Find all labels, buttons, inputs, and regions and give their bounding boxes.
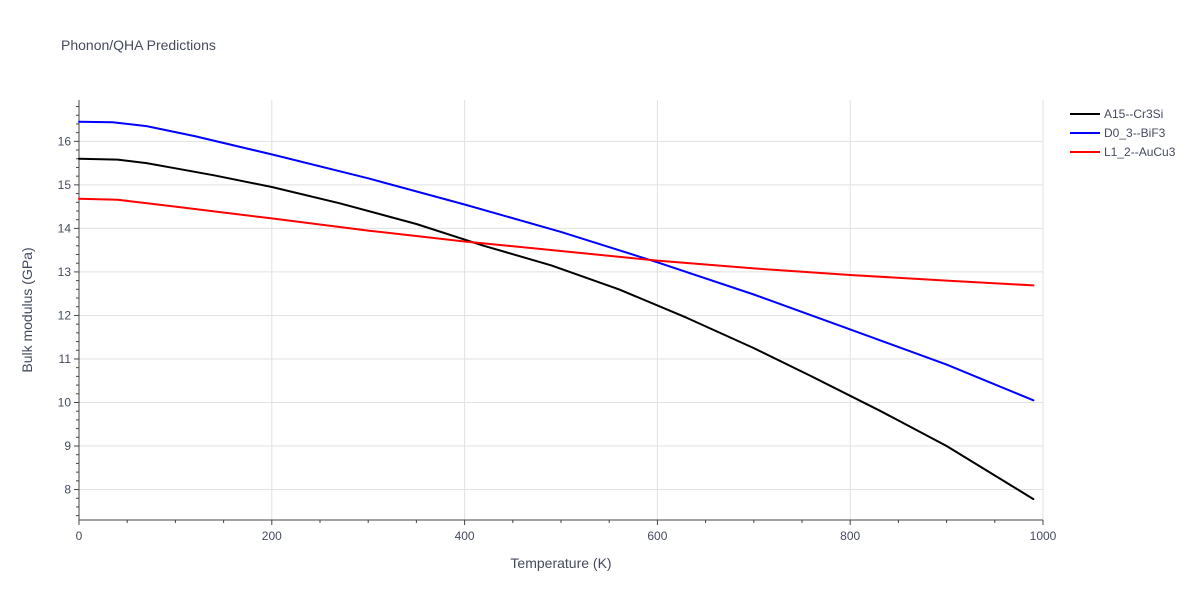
x-tick-label: 200 [262,529,282,543]
x-tick-label: 600 [647,529,667,543]
legend-item[interactable]: A15--Cr3Si [1070,107,1163,121]
y-tick-label: 10 [58,395,72,409]
x-tick-label: 1000 [1030,529,1057,543]
legend-item[interactable]: D0_3--BiF3 [1070,126,1166,140]
chart-title: Phonon/QHA Predictions [61,37,216,53]
y-tick-label: 11 [59,352,72,366]
y-axis-title: Bulk modulus (GPa) [19,247,35,372]
x-axis-title: Temperature (K) [510,555,611,571]
series-lines [78,120,1035,501]
legend-label: D0_3--BiF3 [1104,126,1166,140]
legend[interactable]: A15--Cr3Si D0_3--BiF3 L1_2--AuCu3 [1070,107,1176,159]
legend-item[interactable]: L1_2--AuCu3 [1070,145,1176,159]
legend-label: A15--Cr3Si [1104,107,1163,121]
y-tick-label: 16 [58,134,72,148]
y-tick-label: 15 [58,178,72,192]
y-tick-label: 12 [58,308,72,322]
axes: 0 200 400 600 800 1000 8 9 10 11 12 13 14 15 16 [58,100,1057,543]
y-tick-label: 8 [64,483,71,497]
x-tick-label: 0 [76,529,83,543]
grid [79,100,1044,520]
series-line-1 [78,120,1035,402]
series-line-0 [78,157,1035,501]
x-tick-label: 800 [840,529,860,543]
y-tick-label: 14 [58,221,72,235]
series-line-2 [78,197,1035,287]
y-tick-label: 13 [58,265,72,279]
legend-label: L1_2--AuCu3 [1104,145,1176,159]
y-tick-label: 9 [64,439,71,453]
x-tick-label: 400 [455,529,475,543]
